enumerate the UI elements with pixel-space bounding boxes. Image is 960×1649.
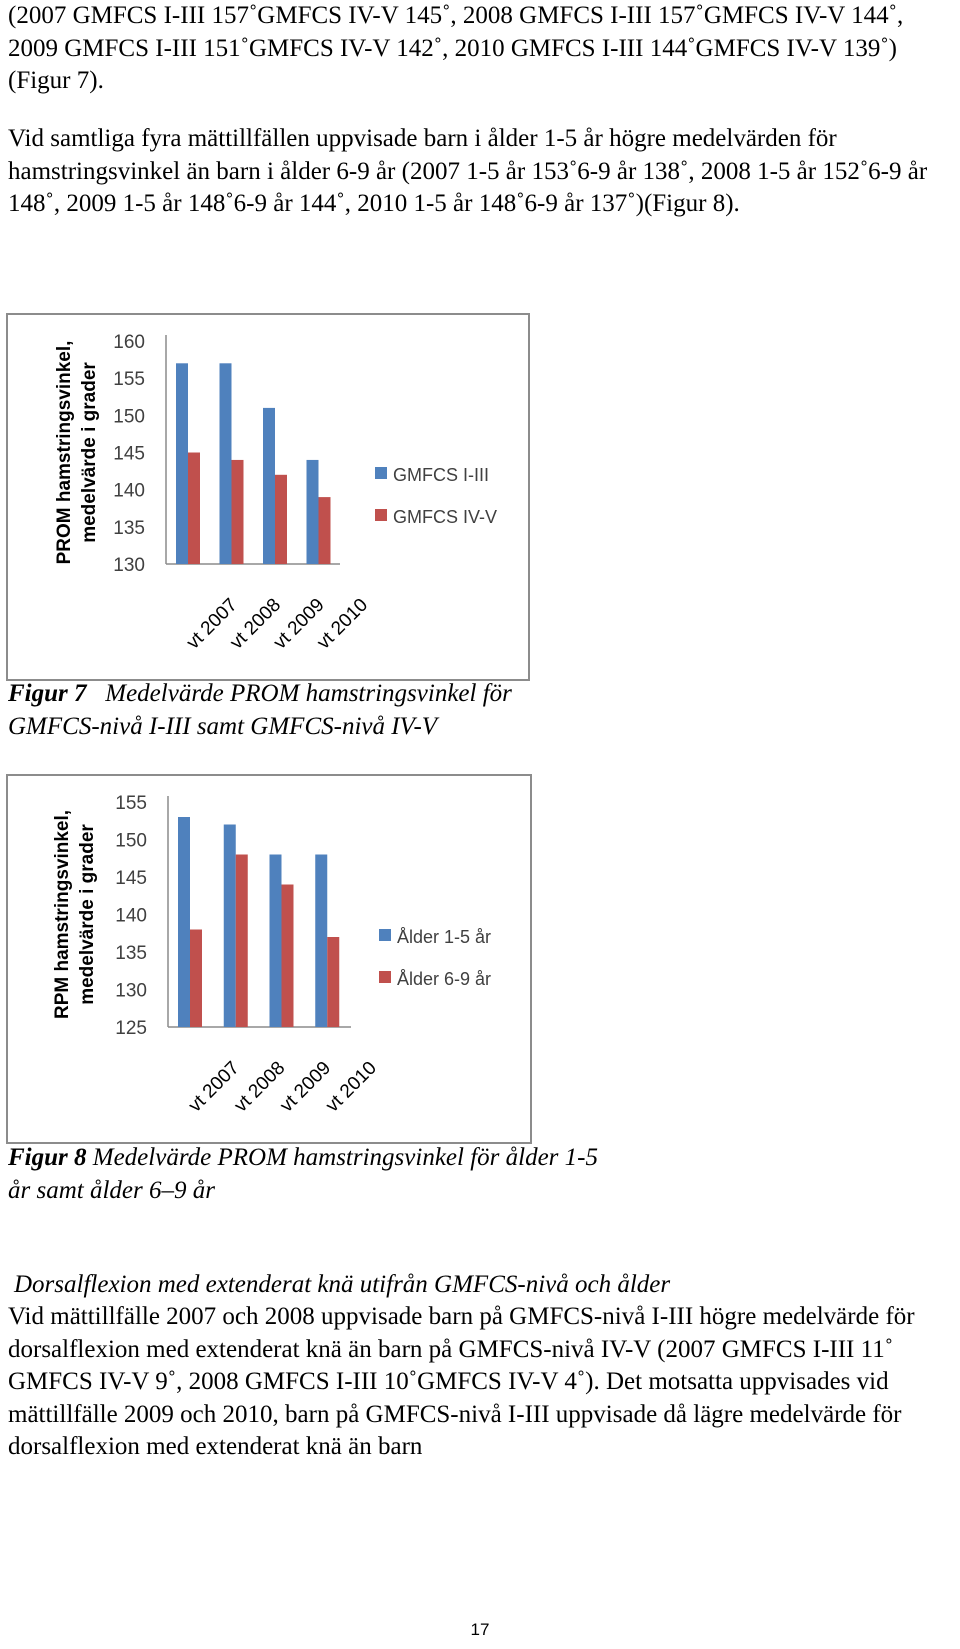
bar <box>235 854 248 1027</box>
bar <box>263 407 275 564</box>
y-tick-label: 145 <box>115 868 147 889</box>
figure-8-chart: RPM hamstringsvinkel, medelvärde i grader… <box>6 774 532 1144</box>
legend-swatch <box>379 929 391 941</box>
y-tick-label: 140 <box>115 906 147 927</box>
y-axis-title: RPM hamstringsvinkel, medelvärde i grader <box>52 810 98 1019</box>
paragraph-dorsalflexion: Vid mättillfälle 2007 och 2008 uppvisade… <box>8 1303 915 1460</box>
legend-label: GMFCS IV-V <box>393 507 497 527</box>
legend-swatch <box>375 509 387 521</box>
y-axis-title: PROM hamstringsvinkel, medelvärde i grade… <box>54 341 100 565</box>
bar <box>176 363 188 564</box>
y-tick-label: 150 <box>115 831 147 852</box>
y-tick-label: 135 <box>115 943 147 964</box>
section-subheading: Dorsalflexion med extenderat knä utifrån… <box>14 1271 671 1298</box>
figure-7-caption-text: Medelvärde PROM hamstringsvinkel för GMF… <box>8 680 512 740</box>
y-tick-label: 130 <box>113 555 145 576</box>
bar <box>219 363 232 564</box>
bar <box>188 452 200 564</box>
page-number: 17 <box>470 1620 490 1639</box>
y-axis-title-line: PROM hamstringsvinkel, <box>54 341 75 565</box>
bar <box>231 459 244 564</box>
bar <box>318 497 331 564</box>
legend-swatch <box>375 467 387 479</box>
y-tick-label: 160 <box>113 332 145 353</box>
legend-label: Ålder 6-9 år <box>397 969 491 989</box>
y-tick-label: 155 <box>113 369 145 390</box>
y-tick-label: 155 <box>115 793 147 814</box>
figure-8-caption: Figur 8 Medelvärde PROM hamstringsvinkel… <box>8 1142 608 1207</box>
bar <box>315 854 328 1027</box>
x-tick-label: vt 2008 <box>230 1058 289 1117</box>
legend-swatch <box>379 971 391 983</box>
figure-7-chart: PROM hamstringsvinkel, medelvärde i grade… <box>6 313 530 681</box>
y-tick-label: 130 <box>115 981 147 1002</box>
y-axis-title-line: medelvärde i grader <box>77 824 98 1005</box>
y-tick-label: 125 <box>115 1018 147 1039</box>
bar <box>269 854 282 1027</box>
bar <box>306 459 319 564</box>
paragraph-age-comparison: Vid samtliga fyra mättillfällen uppvisad… <box>8 125 928 217</box>
figure-8-caption-text: Medelvärde PROM hamstringsvinkel för åld… <box>8 1144 598 1204</box>
x-tick-label: vt 2009 <box>276 1058 335 1117</box>
figure-7-caption: Figur 7 Medelvärde PROM hamstringsvinkel… <box>8 678 608 743</box>
bar <box>223 824 236 1027</box>
y-axis-title-line: medelvärde i grader <box>79 362 100 543</box>
x-tick-label: vt 2010 <box>322 1058 381 1117</box>
y-tick-label: 145 <box>113 444 145 465</box>
y-tick-label: 135 <box>113 518 145 539</box>
bar <box>190 929 202 1027</box>
x-tick-label: vt 2007 <box>185 1058 244 1117</box>
legend-label: GMFCS I-III <box>393 465 489 485</box>
bar <box>327 937 340 1027</box>
y-tick-label: 140 <box>113 481 145 502</box>
y-axis-title-line: RPM hamstringsvinkel, <box>52 810 73 1019</box>
y-tick-label: 150 <box>113 406 145 427</box>
bar <box>178 817 190 1027</box>
figure-8-svg: RPM hamstringsvinkel, medelvärde i grader… <box>52 793 491 1117</box>
figure-8-label: Figur 8 <box>8 1144 87 1171</box>
bar <box>275 474 287 564</box>
legend-label: Ålder 1-5 år <box>397 927 491 947</box>
bar <box>281 884 294 1027</box>
figure-7-svg: PROM hamstringsvinkel, medelvärde i grade… <box>54 332 497 654</box>
paragraph-gmfcs-values: (2007 GMFCS I-III 157˚GMFCS IV-V 145˚, 2… <box>8 2 904 94</box>
figure-7-label: Figur 7 <box>8 680 87 707</box>
